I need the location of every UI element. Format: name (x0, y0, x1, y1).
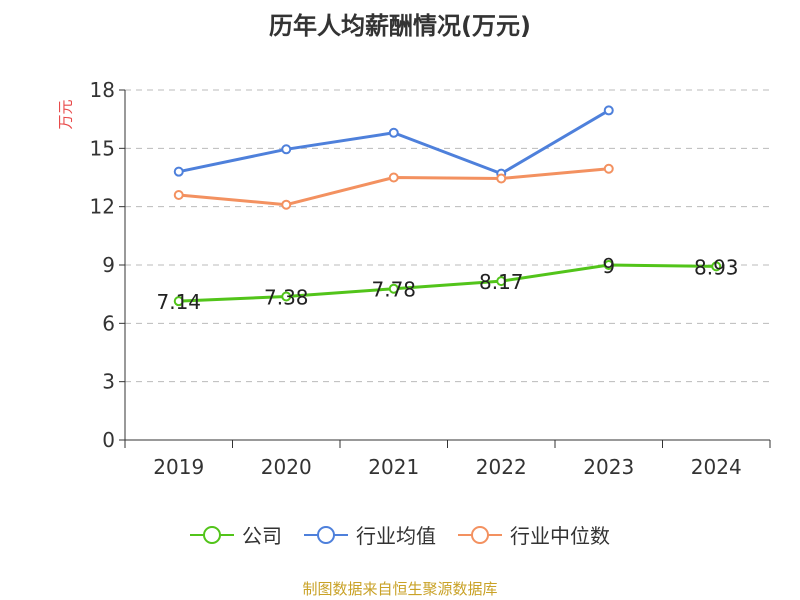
data-point (281, 199, 292, 210)
axes: 0 3 6 9 12 15 18 2019 2020 2021 2022 2023 2024 (90, 78, 771, 479)
x-tick-label: 2024 (691, 455, 742, 479)
legend-label-industry-median: 行业中位数 (510, 524, 610, 548)
x-tick-label: 2020 (261, 455, 312, 479)
data-point (388, 283, 399, 294)
legend-marker-industry-average (304, 525, 348, 544)
data-point (388, 127, 399, 138)
data-point (281, 144, 292, 155)
data-point (173, 190, 184, 200)
data-label: 7.38 (264, 286, 309, 310)
x-tick-label: 2022 (476, 455, 527, 479)
data-point (173, 296, 184, 307)
x-tick-label: 2023 (583, 455, 634, 479)
data-label: 7.14 (156, 290, 201, 314)
legend-label-company: 公司 (242, 524, 282, 548)
y-tick-label: 15 (90, 136, 115, 160)
data-label: 8.17 (479, 270, 524, 294)
data-label: 9 (602, 254, 615, 278)
data-point (496, 173, 507, 184)
series-layer (173, 105, 722, 307)
x-tick-label: 2021 (368, 455, 419, 479)
legend-marker-industry-median (458, 525, 502, 544)
y-tick-label: 6 (102, 311, 115, 335)
legend-label-industry-average: 行业均值 (356, 524, 436, 548)
data-label: 8.93 (694, 255, 739, 279)
legend-marker-company (190, 525, 234, 544)
data-point (603, 163, 614, 174)
series-line (178, 109, 610, 176)
data-point (496, 276, 507, 287)
data-point (173, 166, 184, 177)
data-point (281, 291, 292, 302)
source-note: 制图数据来自恒生聚源数据库 (302, 580, 498, 598)
series-line (178, 263, 717, 303)
legend-item-company[interactable]: 公司 (190, 520, 282, 549)
data-label: 7.78 (371, 278, 416, 302)
data-labels: 7.14 7.38 7.78 8.17 9 8.93 (156, 254, 738, 314)
y-tick-label: 12 (90, 195, 115, 219)
y-tick-label: 18 (90, 78, 115, 102)
y-tick-label: 9 (102, 253, 115, 277)
data-point (603, 105, 614, 116)
chart-title: 历年人均薪酬情况(万元) (269, 12, 531, 40)
y-tick-label: 3 (102, 370, 115, 394)
grid-lines (125, 89, 770, 383)
data-point (711, 261, 722, 272)
x-tick-label: 2019 (153, 455, 204, 479)
data-point (603, 260, 614, 270)
legend-item-industry-average[interactable]: 行业均值 (304, 520, 436, 549)
data-point (388, 172, 399, 183)
legend-item-industry-median[interactable]: 行业中位数 (458, 520, 610, 549)
legend: 公司 行业均值 行业中位数 (0, 520, 800, 549)
y-tick-label: 0 (102, 428, 115, 452)
